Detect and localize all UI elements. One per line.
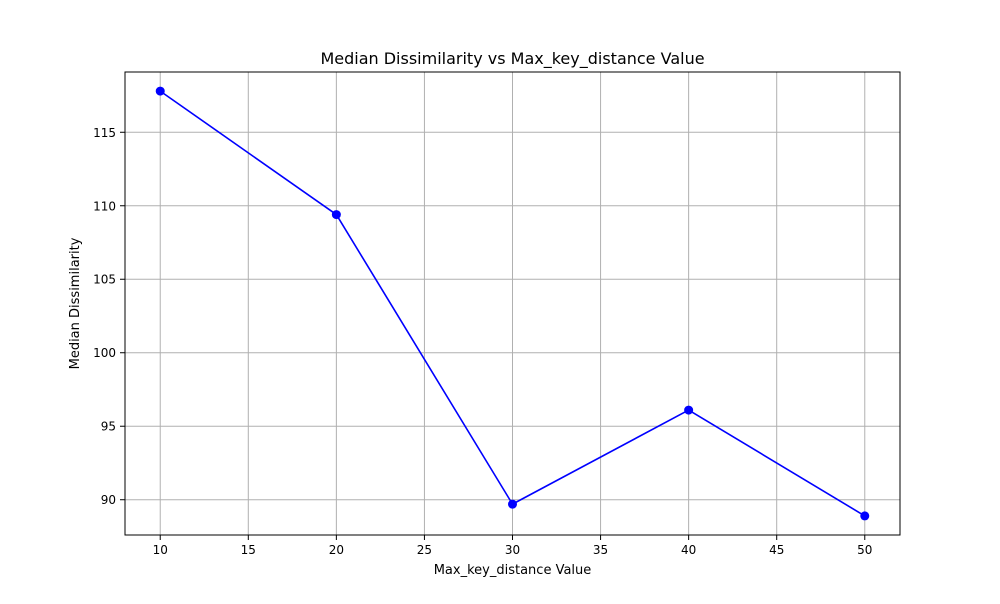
data-series xyxy=(155,86,870,521)
y-tick-label: 100 xyxy=(93,346,116,360)
x-tick-label: 10 xyxy=(153,543,168,557)
data-point-marker xyxy=(860,511,870,521)
data-point-marker xyxy=(508,499,517,509)
data-point-marker xyxy=(331,210,341,220)
y-tick-label: 110 xyxy=(93,199,116,213)
data-point-marker xyxy=(155,86,165,96)
x-tick-label: 30 xyxy=(505,543,520,557)
y-tick-label: 90 xyxy=(101,493,116,507)
y-axis-label: Median Dissimilarity xyxy=(68,237,83,369)
x-tick-label: 15 xyxy=(241,543,256,557)
data-point-marker xyxy=(684,405,694,415)
chart-title: Median Dissimilarity vs Max_key_distance… xyxy=(320,49,704,69)
grid-lines xyxy=(125,72,900,535)
x-tick-label: 25 xyxy=(417,543,432,557)
x-tick-label: 40 xyxy=(681,543,696,557)
x-tick-label: 20 xyxy=(329,543,344,557)
x-axis-label: Max_key_distance Value xyxy=(434,563,592,578)
y-tick-label: 105 xyxy=(93,273,116,287)
x-tick-label: 35 xyxy=(593,543,608,557)
x-tick-label: 50 xyxy=(857,543,872,557)
x-tick-label: 45 xyxy=(769,543,784,557)
y-tick-label: 115 xyxy=(93,126,116,140)
axis-ticks: 10 15 20 25 30 35 40 45 50 90 95 100 105 110 115 xyxy=(93,126,872,557)
y-tick-label: 95 xyxy=(101,420,116,434)
